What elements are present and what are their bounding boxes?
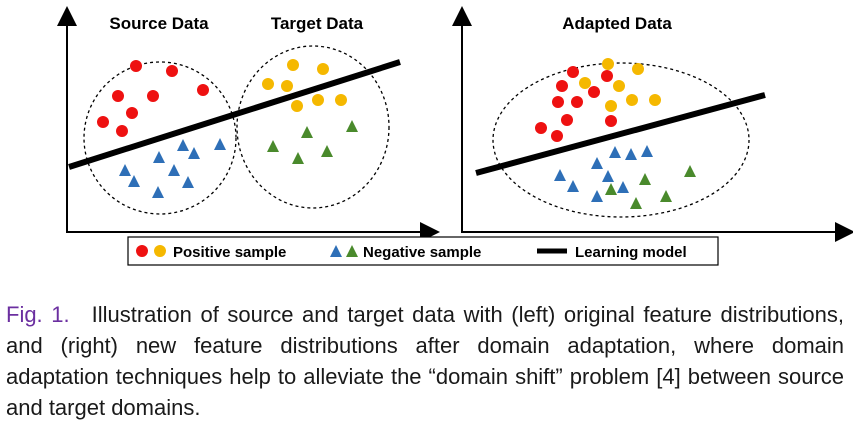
- source-negative-sample: [168, 164, 180, 176]
- adapted-target-positive-sample: [613, 80, 625, 92]
- target-negative-sample: [292, 152, 304, 164]
- target-positive-sample: [281, 80, 293, 92]
- adapted-source-positive-sample: [556, 80, 568, 92]
- target-positive-sample: [335, 94, 347, 106]
- adapted-target-positive-sample: [632, 63, 644, 75]
- legend-negative-label: Negative sample: [363, 244, 481, 261]
- source-positive-sample: [97, 116, 109, 128]
- target-positive-sample: [291, 100, 303, 112]
- source-data-title: Source Data: [109, 14, 209, 33]
- source-positive-sample: [166, 65, 178, 77]
- source-positive-sample: [197, 84, 209, 96]
- right-learning-model-line: [475, 92, 766, 176]
- target-positive-sample: [262, 78, 274, 90]
- source-negative-sample: [119, 164, 131, 176]
- adapted-target-positive-sample: [602, 58, 614, 70]
- source-positive-sample: [126, 107, 138, 119]
- adapted-target-negative-sample: [630, 197, 642, 209]
- source-negative-sample: [177, 139, 189, 151]
- right-panel: Adapted Data: [452, 6, 853, 242]
- source-data-cluster: [83, 61, 237, 215]
- adapted-source-negative-sample: [625, 148, 637, 160]
- adapted-source-positive-sample: [561, 114, 573, 126]
- legend-positive-source-marker: [136, 245, 148, 257]
- adapted-target-positive-sample: [626, 94, 638, 106]
- adapted-source-positive-sample: [588, 86, 600, 98]
- adapted-target-negative-sample: [639, 173, 651, 185]
- adapted-source-negative-sample: [554, 169, 566, 181]
- adapted-source-positive-sample: [605, 115, 617, 127]
- adapted-source-negative-sample: [591, 190, 603, 202]
- adapted-target-positive-sample: [579, 77, 591, 89]
- adapted-target-negative-sample: [605, 183, 617, 195]
- legend-positive-label: Positive sample: [173, 244, 286, 261]
- domain-adaptation-figure: Source Data Target Data Adapted Data Pos…: [57, 6, 853, 266]
- adapted-source-positive-sample: [551, 130, 563, 142]
- adapted-target-positive-sample: [605, 100, 617, 112]
- source-negative-sample: [214, 138, 226, 150]
- caption-text: Illustration of source and target data w…: [6, 302, 844, 420]
- target-negative-sample: [301, 126, 313, 138]
- left-learning-model-line: [68, 59, 401, 170]
- source-positive-sample: [112, 90, 124, 102]
- source-positive-sample: [130, 60, 142, 72]
- adapted-data-title: Adapted Data: [562, 14, 672, 33]
- adapted-source-negative-sample: [567, 180, 579, 192]
- adapted-target-positive-sample: [649, 94, 661, 106]
- adapted-source-negative-sample: [641, 145, 653, 157]
- figure-caption: Fig. 1. Illustration of source and target…: [6, 299, 844, 423]
- adapted-source-positive-sample: [571, 96, 583, 108]
- target-negative-sample: [267, 140, 279, 152]
- legend-negative-target-marker: [346, 245, 358, 257]
- target-positive-sample: [287, 59, 299, 71]
- source-negative-sample: [182, 176, 194, 188]
- source-negative-sample: [153, 151, 165, 163]
- right-samples: [535, 58, 696, 209]
- adapted-target-negative-sample: [684, 165, 696, 177]
- target-negative-sample: [321, 145, 333, 157]
- adapted-source-positive-sample: [567, 66, 579, 78]
- adapted-source-negative-sample: [609, 146, 621, 158]
- target-data-cluster: [236, 45, 390, 209]
- adapted-source-negative-sample: [602, 170, 614, 182]
- source-positive-sample: [116, 125, 128, 137]
- adapted-data-cluster: [492, 62, 750, 218]
- source-negative-sample: [152, 186, 164, 198]
- legend: Positive sample Negative sample Learning…: [127, 236, 719, 266]
- source-negative-sample: [188, 147, 200, 159]
- target-positive-sample: [317, 63, 329, 75]
- adapted-source-negative-sample: [591, 157, 603, 169]
- left-samples: [97, 59, 358, 198]
- left-panel: Source Data Target Data: [57, 6, 440, 242]
- legend-box: [127, 236, 719, 266]
- target-negative-sample: [346, 120, 358, 132]
- adapted-source-positive-sample: [552, 96, 564, 108]
- source-positive-sample: [147, 90, 159, 102]
- source-negative-sample: [128, 175, 140, 187]
- legend-positive-target-marker: [154, 245, 166, 257]
- adapted-source-negative-sample: [617, 181, 629, 193]
- adapted-target-negative-sample: [660, 190, 672, 202]
- target-positive-sample: [312, 94, 324, 106]
- legend-negative-source-marker: [330, 245, 342, 257]
- adapted-source-positive-sample: [601, 70, 613, 82]
- target-data-title: Target Data: [271, 14, 364, 33]
- adapted-source-positive-sample: [535, 122, 547, 134]
- legend-model-label: Learning model: [575, 244, 687, 261]
- figure-label: Fig. 1.: [6, 302, 70, 327]
